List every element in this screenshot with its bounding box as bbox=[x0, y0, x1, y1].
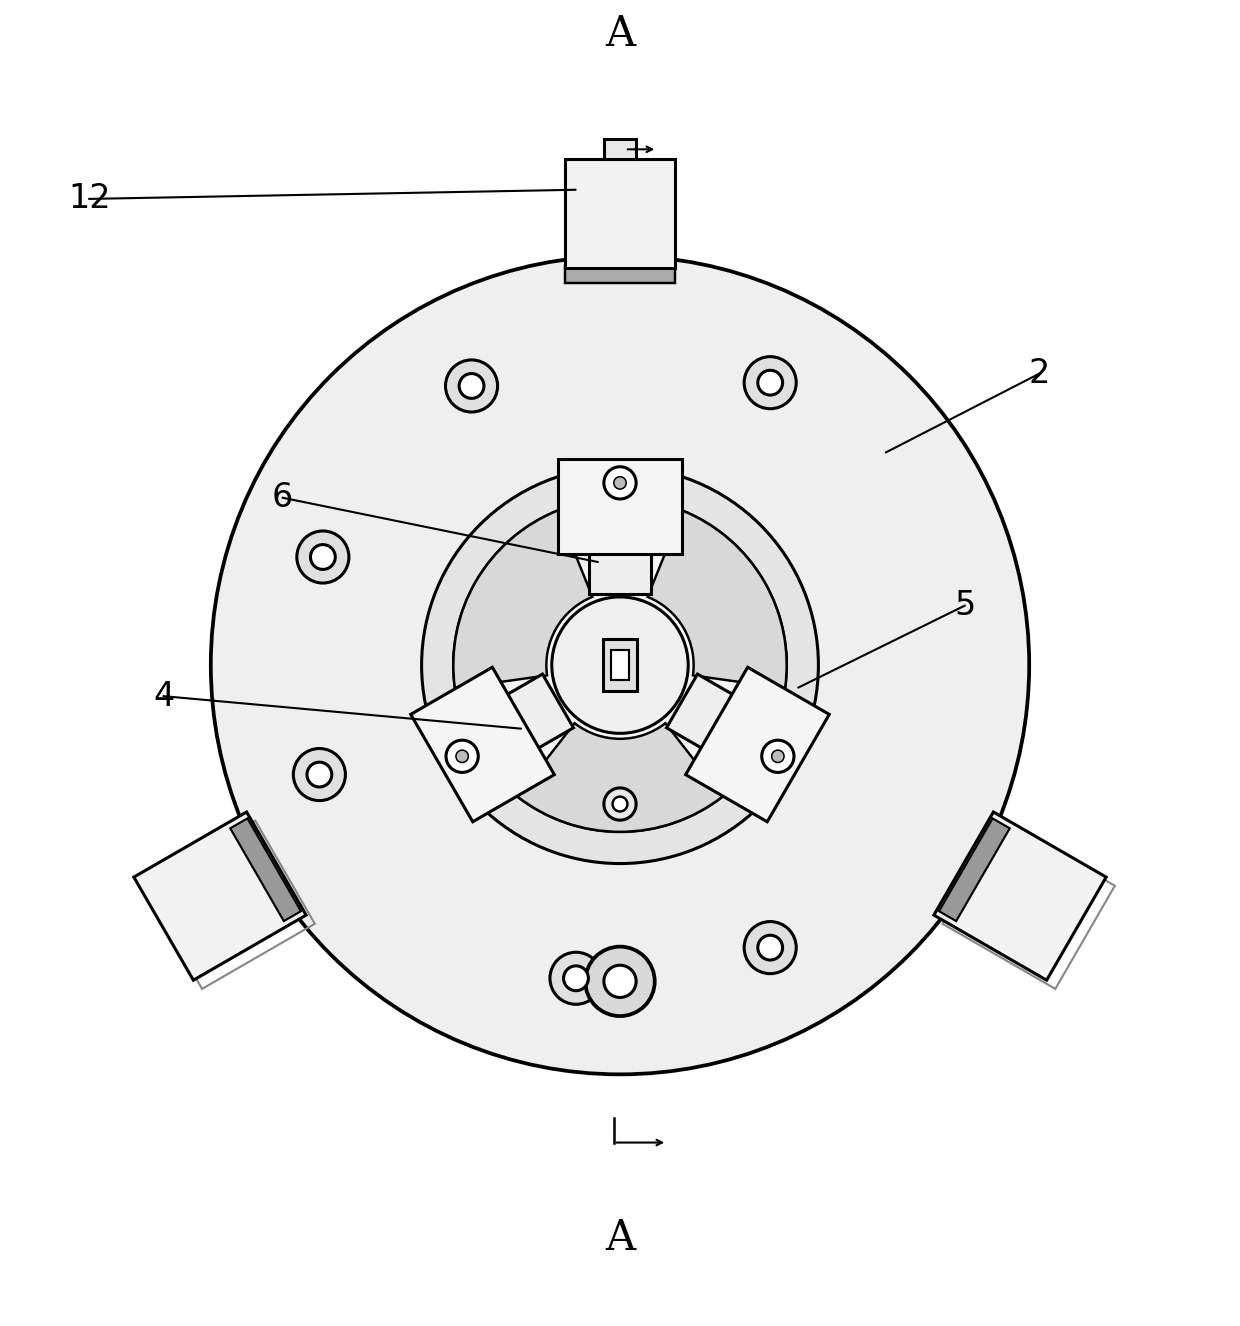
Circle shape bbox=[308, 762, 332, 786]
Circle shape bbox=[296, 530, 348, 583]
Text: 2: 2 bbox=[1028, 357, 1050, 390]
Circle shape bbox=[604, 788, 636, 821]
Circle shape bbox=[744, 922, 796, 973]
Circle shape bbox=[604, 965, 636, 997]
FancyBboxPatch shape bbox=[603, 639, 637, 691]
Circle shape bbox=[744, 357, 796, 408]
FancyBboxPatch shape bbox=[565, 267, 675, 284]
Circle shape bbox=[445, 359, 497, 412]
Circle shape bbox=[585, 947, 655, 1016]
Polygon shape bbox=[134, 812, 306, 980]
Circle shape bbox=[459, 374, 484, 398]
Circle shape bbox=[614, 476, 626, 489]
Circle shape bbox=[422, 467, 818, 863]
Circle shape bbox=[211, 256, 1029, 1074]
Circle shape bbox=[551, 952, 603, 1004]
Circle shape bbox=[761, 740, 794, 773]
Text: 4: 4 bbox=[153, 680, 175, 712]
Circle shape bbox=[758, 935, 782, 960]
Wedge shape bbox=[517, 723, 723, 831]
Polygon shape bbox=[558, 459, 682, 553]
Text: 12: 12 bbox=[68, 183, 110, 215]
Wedge shape bbox=[647, 511, 786, 688]
Text: 6: 6 bbox=[272, 481, 294, 514]
Polygon shape bbox=[667, 674, 780, 776]
Circle shape bbox=[564, 965, 589, 991]
Polygon shape bbox=[231, 818, 301, 922]
Text: A: A bbox=[605, 13, 635, 56]
Circle shape bbox=[771, 751, 784, 762]
Circle shape bbox=[613, 797, 627, 812]
Wedge shape bbox=[454, 511, 593, 688]
FancyBboxPatch shape bbox=[604, 139, 636, 159]
Text: A: A bbox=[605, 1217, 635, 1258]
Polygon shape bbox=[589, 499, 651, 594]
FancyBboxPatch shape bbox=[565, 159, 675, 268]
Circle shape bbox=[446, 740, 479, 773]
Circle shape bbox=[552, 597, 688, 733]
Circle shape bbox=[454, 499, 786, 831]
Polygon shape bbox=[410, 667, 554, 822]
Circle shape bbox=[456, 751, 469, 762]
Text: 5: 5 bbox=[954, 589, 976, 622]
Polygon shape bbox=[939, 818, 1009, 922]
Polygon shape bbox=[934, 812, 1106, 980]
Polygon shape bbox=[460, 674, 573, 776]
FancyBboxPatch shape bbox=[611, 650, 629, 680]
Circle shape bbox=[294, 749, 346, 801]
Polygon shape bbox=[686, 667, 830, 822]
Circle shape bbox=[758, 370, 782, 395]
Circle shape bbox=[604, 467, 636, 499]
Circle shape bbox=[310, 545, 335, 569]
